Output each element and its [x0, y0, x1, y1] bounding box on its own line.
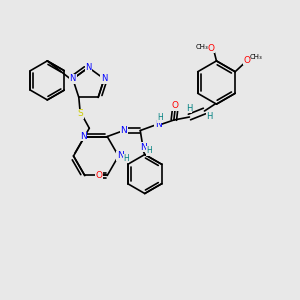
Text: N: N	[155, 120, 162, 129]
Text: O: O	[208, 44, 214, 53]
Text: N: N	[101, 74, 107, 83]
Text: N: N	[120, 126, 127, 135]
Text: N: N	[70, 74, 76, 83]
Text: S: S	[77, 109, 83, 118]
Text: H: H	[146, 146, 152, 155]
Text: N: N	[80, 132, 87, 141]
Text: N: N	[85, 63, 92, 72]
Text: O: O	[95, 171, 102, 180]
Text: O: O	[172, 101, 179, 110]
Text: CH₃: CH₃	[196, 44, 208, 50]
Text: O: O	[244, 56, 251, 65]
Text: N: N	[117, 152, 123, 160]
Text: CH₃: CH₃	[250, 54, 262, 60]
Text: N: N	[101, 74, 107, 83]
Text: N: N	[85, 63, 92, 72]
Text: N: N	[70, 74, 76, 83]
Text: N: N	[140, 142, 147, 152]
Text: H: H	[123, 154, 129, 163]
Text: H: H	[186, 104, 192, 113]
Text: H: H	[206, 112, 212, 121]
Text: H: H	[157, 113, 163, 122]
